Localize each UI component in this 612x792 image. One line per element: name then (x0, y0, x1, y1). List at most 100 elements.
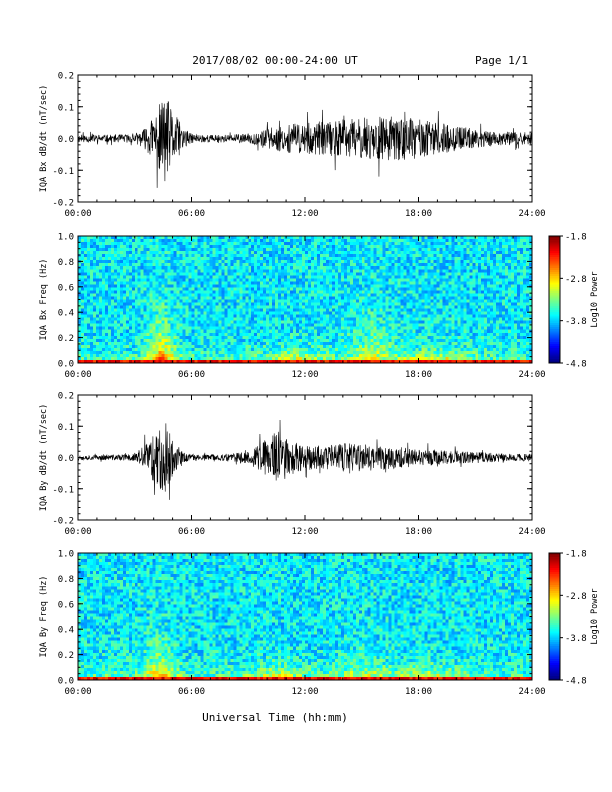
spectrogram-cell (95, 257, 100, 261)
spectrogram-cell (328, 323, 333, 328)
spectrogram-cell (203, 329, 207, 334)
spectrogram-cell (227, 353, 231, 358)
spectrogram-cell (382, 302, 387, 306)
spectrogram-cell (233, 359, 237, 364)
spectrogram-cell (227, 284, 231, 288)
spectrogram-cell (110, 338, 115, 343)
spectrogram-cell (158, 242, 163, 246)
spectrogram-cell (299, 251, 303, 255)
spectrogram-cell (293, 239, 297, 243)
spectrogram-cell (290, 278, 294, 282)
spectrogram-cell (78, 281, 82, 285)
spectrogram-cell (310, 239, 315, 243)
spectrogram-cell (409, 332, 413, 337)
spectrogram-cell (140, 239, 145, 243)
spectrogram-cell (83, 239, 88, 243)
spectrogram-cell (200, 260, 204, 264)
spectrogram-cell (373, 242, 378, 246)
spectrogram-cell (104, 257, 109, 261)
spectrogram-cell (107, 335, 112, 340)
spectrogram-cell (322, 296, 327, 300)
spectrogram-cell (287, 254, 291, 258)
spectrogram-cell (179, 329, 183, 334)
spectrogram-cell (325, 347, 330, 352)
spectrogram-cell (137, 335, 142, 340)
spectrogram-cell (230, 260, 234, 264)
spectrogram-cell (251, 272, 255, 276)
spectrogram-cell (406, 326, 410, 331)
spectrogram-cell (92, 347, 97, 352)
spectrogram-cell (113, 338, 118, 343)
spectrogram-cell (143, 254, 148, 258)
spectrogram-cell (146, 344, 151, 349)
spectrogram-cell (173, 257, 177, 261)
spectrogram-cell (236, 335, 240, 340)
spectrogram-cell (421, 305, 425, 309)
spectrogram-cell (346, 335, 351, 340)
spectrogram-cell (239, 347, 243, 352)
spectrogram-cell (143, 347, 148, 352)
spectrogram-cell (104, 308, 109, 312)
spectrogram-cell (370, 314, 375, 319)
spectrogram-cell (146, 293, 151, 297)
spectrogram-cell (161, 317, 166, 322)
spectrogram-cell (269, 338, 273, 343)
spectrogram-cell (299, 278, 303, 282)
spectrogram-cell (140, 347, 145, 352)
spectrogram-cell (281, 326, 285, 331)
spectrogram-cell (269, 287, 273, 291)
spectrogram-cell (418, 344, 422, 349)
spectrogram-cell (188, 350, 192, 355)
spectrogram-cell (310, 248, 315, 252)
spectrogram-cell (242, 281, 246, 285)
spectrogram-cell (352, 284, 357, 288)
spectrogram-cell (421, 275, 425, 279)
spectrogram-cell (290, 308, 294, 312)
spectrogram-cell (95, 296, 100, 300)
spectrogram-cell (233, 320, 237, 325)
spectrogram-cell (293, 296, 297, 300)
spectrogram-cell (409, 251, 413, 255)
spectrogram-cell (406, 338, 410, 343)
spectrogram-cell (80, 290, 85, 294)
spectrogram-cell (176, 353, 180, 358)
spectrogram-cell (397, 305, 401, 309)
spectrogram-cell (325, 335, 330, 340)
spectrogram-cell (352, 287, 357, 291)
spectrogram-cell (98, 245, 103, 249)
spectrogram-cell (307, 260, 312, 264)
spectrogram-cell (272, 326, 276, 331)
spectrogram-cell (230, 269, 234, 273)
spectrogram-cell (272, 257, 276, 261)
spectrogram-cell (173, 335, 177, 340)
spectrogram-cell (349, 236, 354, 240)
spectrogram-cell (209, 266, 213, 270)
spectrogram-cell (239, 320, 243, 325)
spectrogram-cell (113, 275, 118, 279)
spectrogram-cell (310, 320, 315, 325)
spectrogram-cell (310, 350, 315, 355)
spectrogram-cell (284, 278, 288, 282)
spectrogram-cell (394, 278, 398, 282)
spectrogram-cell (227, 296, 231, 300)
spectrogram-cell (379, 350, 384, 355)
spectrogram-cell (346, 290, 351, 294)
spectrogram-cell (397, 272, 401, 276)
spectrogram-cell (307, 263, 312, 267)
spectrogram-cell (293, 311, 297, 316)
spectrogram-cell (119, 326, 124, 331)
spectrogram-cell (379, 341, 384, 346)
spectrogram-cell (152, 287, 157, 291)
spectrogram-cell (215, 236, 219, 240)
spectrogram-cell (269, 305, 273, 309)
spectrogram-cell (290, 332, 294, 337)
spectrogram-cell (119, 272, 124, 276)
spectrogram-cell (158, 257, 163, 261)
spectrogram-cell (191, 341, 195, 346)
spectrogram-cell (373, 257, 378, 261)
spectrogram-cell (212, 305, 216, 309)
spectrogram-cell (382, 284, 387, 288)
spectrogram-cell (173, 329, 177, 334)
spectrogram-cell (80, 248, 85, 252)
spectrogram-cell (119, 353, 124, 358)
